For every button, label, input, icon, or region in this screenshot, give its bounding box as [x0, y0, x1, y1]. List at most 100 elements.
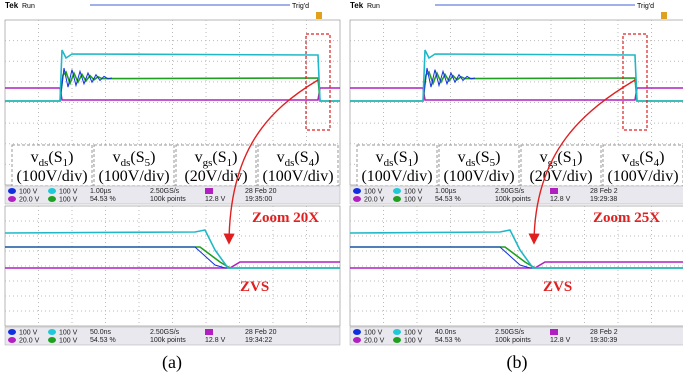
timebase: 1.00µs [435, 188, 457, 195]
trigger-chip [205, 188, 213, 194]
caption: (a) [162, 352, 182, 373]
channel-chip [353, 329, 361, 335]
argument: (S [475, 149, 489, 166]
record-length: 100k points [495, 337, 531, 344]
close-paren: ) [232, 149, 237, 166]
sample-rate: 2.50GS/s [150, 188, 180, 195]
symbol: v [622, 149, 630, 166]
trigger-level: 12.8 V [205, 196, 226, 203]
channel-chip [393, 329, 401, 335]
close-paren: ) [577, 149, 582, 166]
time: 19:30:39 [590, 337, 617, 344]
brand: Tek [5, 1, 19, 10]
trigger-status: Trig'd [292, 3, 309, 10]
date: 28 Feb 2 [590, 329, 618, 336]
channel-chip [8, 196, 16, 202]
channel-scale: 100 V [404, 189, 423, 196]
channel-scale: 100 V [364, 189, 383, 196]
channel-chip [353, 196, 361, 202]
trigger-chip [205, 329, 213, 335]
channel-chip [48, 337, 56, 343]
channel-scale: 100 V [404, 197, 423, 204]
channel-scale: 100 V [404, 330, 423, 337]
trigger-level: 12.8 V [205, 337, 226, 344]
argument: (S [557, 149, 571, 166]
channel-chip [48, 188, 56, 194]
symbol: v [540, 149, 548, 166]
figure: TekRunTrig'dvds(S1)(100V/div)vds(S5)(100… [0, 0, 683, 380]
trigger-marker [661, 12, 667, 19]
close-paren: ) [495, 149, 500, 166]
channel-chip [48, 196, 56, 202]
symbol: v [31, 149, 39, 166]
time: 19:34:22 [245, 337, 272, 344]
run-status: Run [367, 3, 380, 10]
channel-scale: 20.0 V [364, 197, 385, 204]
channel-scale: 20.0 V [19, 338, 40, 345]
close-paren: ) [68, 149, 73, 166]
trigger-level: 12.8 V [550, 337, 571, 344]
trigger-status: Trig'd [637, 3, 654, 10]
channel-scale: 100 V [59, 338, 78, 345]
channel-chip [8, 188, 16, 194]
channel-chip [353, 337, 361, 343]
signal-scale: (100V/div) [443, 168, 514, 185]
close-paren: ) [413, 149, 418, 166]
signal-scale: (100V/div) [361, 168, 432, 185]
channel-scale: 100 V [19, 189, 38, 196]
date: 28 Feb 2 [590, 188, 618, 195]
sample-rate: 2.50GS/s [150, 329, 180, 336]
time: 19:35:00 [245, 196, 272, 203]
channel-chip [393, 188, 401, 194]
record-length: 100k points [495, 196, 531, 203]
argument: (S [294, 149, 308, 166]
argument: (S [48, 149, 62, 166]
trigger-chip [550, 188, 558, 194]
panel: TekRunTrig'dvds(S1)(100V/div)vds(S5)(100… [350, 1, 683, 373]
channel-chip [353, 188, 361, 194]
brand: Tek [350, 1, 364, 10]
percent: 54.53 % [435, 337, 461, 344]
channel-scale: 100 V [59, 197, 78, 204]
trigger-level: 12.8 V [550, 196, 571, 203]
sample-rate: 2.50GS/s [495, 188, 525, 195]
signal-scale: (20V/div) [529, 168, 592, 185]
channel-scale: 100 V [59, 189, 78, 196]
argument: (S [130, 149, 144, 166]
channel-scale: 100 V [19, 330, 38, 337]
timebase: 40.0ns [435, 329, 457, 336]
signal-scale: (100V/div) [98, 168, 169, 185]
channel-scale: 20.0 V [19, 197, 40, 204]
symbol: v [195, 149, 203, 166]
argument: (S [639, 149, 653, 166]
record-length: 100k points [150, 196, 186, 203]
signal-scale: (100V/div) [607, 168, 678, 185]
argument: (S [212, 149, 226, 166]
run-status: Run [22, 3, 35, 10]
symbol: v [458, 149, 466, 166]
zvs-label: ZVS [240, 279, 269, 295]
percent: 54.53 % [90, 196, 116, 203]
zoom-label: Zoom 20X [252, 210, 319, 226]
symbol: v [113, 149, 121, 166]
zoom-label: Zoom 25X [593, 210, 660, 226]
argument: (S [393, 149, 407, 166]
percent: 54.53 % [90, 337, 116, 344]
channel-scale: 100 V [364, 330, 383, 337]
close-paren: ) [659, 149, 664, 166]
date: 28 Feb 20 [245, 188, 277, 195]
channel-scale: 20.0 V [364, 338, 385, 345]
trigger-marker [316, 12, 322, 19]
channel-scale: 100 V [59, 330, 78, 337]
trigger-chip [550, 329, 558, 335]
zvs-label: ZVS [543, 279, 572, 295]
record-length: 100k points [150, 337, 186, 344]
caption: (b) [507, 352, 528, 373]
timebase: 50.0ns [90, 329, 112, 336]
close-paren: ) [314, 149, 319, 166]
channel-chip [8, 329, 16, 335]
close-paren: ) [150, 149, 155, 166]
signal-scale: (100V/div) [262, 168, 333, 185]
timebase: 1.00µs [90, 188, 112, 195]
